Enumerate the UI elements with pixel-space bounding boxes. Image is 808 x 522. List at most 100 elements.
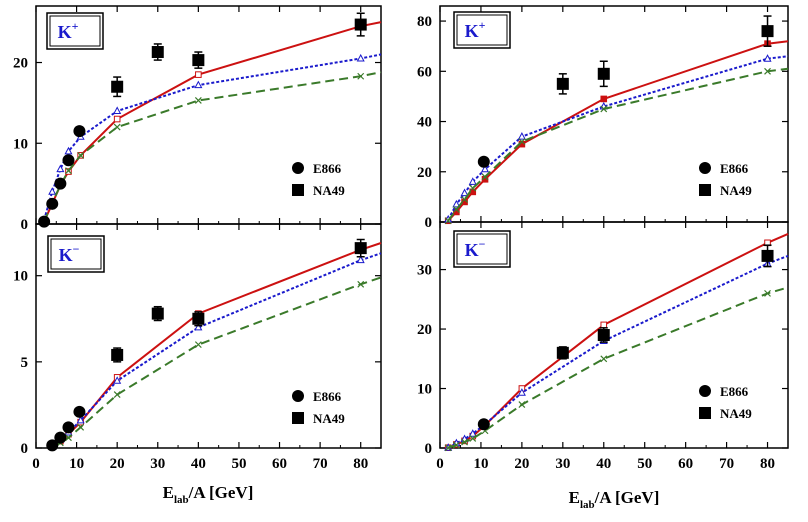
series-marker [517, 388, 526, 396]
particle-box-inner [49, 15, 101, 47]
legend-e866-marker [699, 162, 711, 174]
na49-point [761, 249, 774, 262]
particle-box-inner [456, 14, 508, 46]
na49-point [192, 54, 205, 67]
x-tick-label: 20 [110, 456, 125, 472]
x-tick-label: 80 [353, 456, 368, 472]
series-marker [444, 217, 452, 225]
series-marker [113, 106, 122, 114]
x-tick-label: 0 [436, 456, 444, 472]
series-marker [468, 177, 477, 185]
x-tick-label: 10 [473, 456, 488, 472]
series-marker [444, 444, 452, 452]
series-marker [113, 115, 121, 123]
series-marker [356, 255, 365, 264]
series-marker [194, 341, 202, 349]
y-tick-label: 0 [21, 441, 29, 457]
e866-point [73, 405, 86, 418]
y-tick-label: 20 [417, 322, 432, 338]
series-marker [65, 434, 72, 442]
na49-point [556, 346, 569, 359]
x-tick-label: 30 [555, 456, 570, 472]
series-marker [600, 95, 608, 103]
x-tick-label: 70 [719, 456, 734, 472]
na49-point [111, 80, 124, 93]
series-marker [764, 289, 771, 297]
legend-na49-marker [292, 184, 304, 196]
legend-na49-marker [699, 407, 711, 419]
panel-bottom-left-frame [35, 223, 382, 449]
legend-na49-label: NA49 [313, 183, 345, 198]
series-marker [48, 187, 57, 195]
series-line-dashed [447, 286, 789, 449]
series-marker [481, 173, 489, 181]
na49-point [597, 67, 610, 80]
series-marker [77, 151, 85, 159]
e866-point [54, 177, 67, 190]
series-marker [452, 206, 460, 213]
series-marker [600, 105, 608, 113]
x-tick-label: 60 [678, 456, 693, 472]
x-axis-label-right: Elab/A [GeV] [569, 488, 660, 511]
na49-point [151, 46, 164, 59]
y-tick-label: 20 [13, 56, 28, 72]
series-marker [64, 146, 73, 155]
y-tick-label: 5 [21, 355, 29, 371]
series-line-dashed [51, 276, 382, 448]
panel-top-right: 0 20 40 60 80 E866 NA49 K+ [417, 6, 789, 231]
particle-box-inner [456, 233, 508, 265]
x-tick-label: 20 [514, 456, 529, 472]
na49-point [111, 348, 124, 361]
series-marker [452, 441, 460, 449]
legend-na49-label: NA49 [720, 183, 752, 198]
particle-box-inner [50, 238, 102, 270]
legend-e866-label: E866 [313, 161, 342, 176]
series-marker [518, 138, 526, 146]
na49-point [151, 307, 164, 320]
series-marker [113, 123, 121, 131]
series-marker [77, 423, 85, 431]
series-marker [56, 164, 65, 173]
series-marker [357, 72, 365, 80]
y-tick-label: 80 [417, 14, 432, 30]
y-tick-label: 0 [425, 441, 433, 457]
series-marker [469, 435, 477, 442]
series-marker [461, 195, 468, 203]
y-tick-label: 40 [417, 115, 432, 131]
panel-bottom-left: 0 10 20 30 40 50 60 70 80 0 5 10 E866 NA49 K− [13, 224, 382, 472]
y-tick-label: 0 [21, 217, 29, 233]
legend-na49-label: NA49 [313, 411, 345, 426]
e866-point [54, 431, 67, 444]
series-marker [460, 188, 469, 197]
y-tick-label: 10 [13, 269, 28, 285]
x-tick-label: 50 [637, 456, 652, 472]
x-tick-label: 60 [272, 456, 287, 472]
series-marker [600, 355, 608, 363]
e866-point [38, 215, 51, 228]
panel-bottom-right: 0 10 20 30 40 50 60 70 80 0 10 20 30 E866 NA49 K− [417, 222, 789, 472]
series-marker [113, 376, 122, 384]
e866-point [46, 439, 59, 452]
na49-point [192, 312, 205, 325]
legend-e866-marker [292, 162, 304, 174]
x-tick-label: 50 [231, 456, 246, 472]
x-tick-label: 80 [760, 456, 775, 472]
series-marker [113, 391, 121, 399]
na49-point [354, 18, 367, 31]
series-marker [469, 184, 477, 192]
x-tick-label: 0 [32, 456, 40, 472]
y-tick-label: 30 [417, 263, 432, 279]
y-tick-label: 60 [417, 64, 432, 80]
particle-label: K+ [58, 19, 79, 42]
x-tick-label: 40 [596, 456, 611, 472]
e866-point [46, 197, 59, 210]
x-tick-label: 40 [191, 456, 206, 472]
e866-point [73, 125, 86, 138]
series-marker [76, 415, 85, 424]
panel-top-left: 0 10 20 E866 NA49 K+ [13, 6, 382, 233]
legend-e866-marker [699, 385, 711, 397]
na49-point [354, 242, 367, 255]
e866-point [477, 418, 490, 431]
legend-e866-label: E866 [720, 161, 749, 176]
series-line-dashed [43, 71, 382, 222]
